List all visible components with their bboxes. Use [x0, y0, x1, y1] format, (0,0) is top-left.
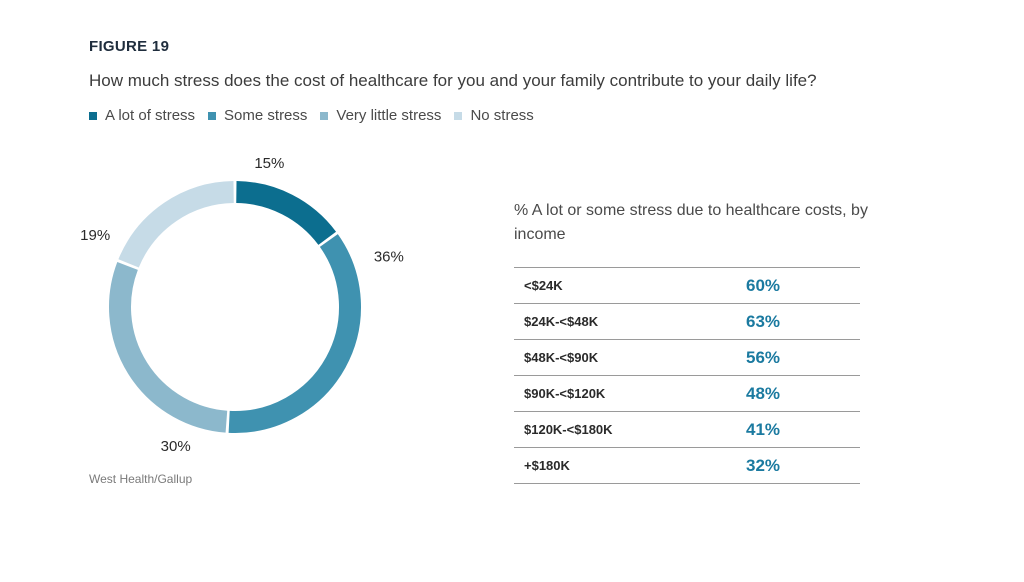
- legend-label-very-little: Very little stress: [336, 107, 442, 124]
- table-row: $24K-<$48K 63%: [514, 304, 860, 340]
- table-row: $90K-<$120K 48%: [514, 376, 860, 412]
- table-row: <$24K 60%: [514, 268, 860, 304]
- income-category: $24K-<$48K: [524, 314, 599, 329]
- income-value: 41%: [746, 419, 781, 439]
- legend-label-a-lot: A lot of stress: [105, 107, 196, 124]
- donut-label-some: 36%: [374, 248, 404, 265]
- table-row: $48K-<$90K 56%: [514, 340, 860, 376]
- income-category: +$180K: [524, 458, 570, 473]
- donut-slice-none: [118, 181, 235, 268]
- income-value: 56%: [746, 347, 781, 367]
- income-category: $48K-<$90K: [524, 350, 599, 365]
- income-value: 63%: [746, 311, 781, 331]
- table-title: % A lot or some stress due to healthcare…: [514, 202, 868, 243]
- legend-item-some: Some stress: [208, 107, 307, 124]
- table-row: +$180K 32%: [514, 448, 860, 484]
- donut-label-very-little: 30%: [161, 438, 191, 455]
- source-note: West Health/Gallup: [89, 472, 193, 486]
- income-category: $90K-<$120K: [524, 386, 606, 401]
- chart-question: How much stress does the cost of healthc…: [89, 71, 817, 90]
- income-value: 32%: [746, 455, 781, 475]
- legend-swatch-very-little: [320, 111, 329, 120]
- donut-slice-some: [228, 234, 361, 433]
- donut-slice-a-lot: [235, 181, 337, 246]
- legend: A lot of stress Some stress Very little …: [89, 107, 547, 124]
- income-category: $120K-<$180K: [524, 422, 613, 437]
- income-table: <$24K 60% $24K-<$48K 63% $48K-<$90K 56% $90K-<…: [514, 267, 860, 484]
- income-category: <$24K: [524, 278, 563, 293]
- figure-label: FIGURE 19: [89, 38, 170, 55]
- donut-label-a-lot: 15%: [254, 155, 284, 172]
- donut-slice-very-little: [109, 262, 228, 433]
- legend-item-none: No stress: [454, 107, 534, 124]
- legend-item-a-lot: A lot of stress: [89, 107, 195, 124]
- legend-swatch-some: [208, 111, 217, 120]
- donut-label-none: 19%: [80, 227, 110, 244]
- legend-label-some: Some stress: [224, 107, 308, 124]
- income-value: 48%: [746, 383, 781, 403]
- donut-chart: 15% 36% 30% 19%: [80, 155, 404, 455]
- table-row: $120K-<$180K 41%: [514, 412, 860, 448]
- legend-swatch-none: [454, 111, 463, 120]
- legend-item-very-little: Very little stress: [320, 107, 441, 124]
- legend-label-none: No stress: [470, 107, 534, 124]
- income-value: 60%: [746, 275, 781, 295]
- legend-swatch-a-lot: [89, 111, 97, 120]
